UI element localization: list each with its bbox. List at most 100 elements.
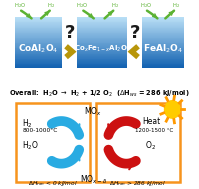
Bar — [15, 31, 62, 32]
Bar — [77, 44, 127, 45]
Bar — [142, 30, 184, 31]
Text: H$_2$O: H$_2$O — [76, 1, 89, 10]
Bar — [15, 26, 62, 27]
Bar — [15, 22, 62, 23]
Bar — [77, 26, 127, 27]
Bar — [77, 33, 127, 34]
Bar — [15, 33, 62, 34]
Bar — [142, 39, 184, 40]
Bar — [142, 52, 184, 53]
Bar — [15, 28, 62, 29]
Bar — [15, 42, 62, 43]
Bar — [77, 64, 127, 65]
Bar — [15, 45, 62, 46]
Bar — [142, 29, 184, 30]
Bar — [142, 23, 184, 24]
Bar — [142, 41, 184, 42]
Bar — [77, 18, 127, 19]
Bar — [77, 32, 127, 33]
Bar — [15, 67, 62, 68]
Bar — [142, 42, 184, 43]
Text: CoAl$_2$O$_4$: CoAl$_2$O$_4$ — [19, 42, 59, 55]
Bar — [15, 37, 62, 38]
Bar — [77, 35, 127, 36]
Bar — [15, 34, 62, 35]
Bar — [15, 24, 62, 25]
Bar — [77, 39, 127, 40]
Bar — [142, 61, 184, 62]
Bar — [77, 66, 127, 67]
FancyBboxPatch shape — [16, 103, 90, 182]
Bar — [77, 47, 127, 48]
Bar — [142, 37, 184, 38]
Bar — [77, 34, 127, 35]
Bar — [77, 19, 127, 20]
Bar — [142, 45, 184, 46]
Text: ?: ? — [129, 24, 140, 42]
Bar — [77, 56, 127, 57]
Bar — [77, 29, 127, 30]
Bar — [142, 28, 184, 29]
Text: H$_2$: H$_2$ — [172, 1, 180, 10]
Bar — [15, 46, 62, 47]
Bar — [77, 65, 127, 66]
Bar — [142, 57, 184, 58]
Bar — [77, 52, 127, 53]
Text: $\Delta$H$_{rxn}$ > 286 kJ/mol: $\Delta$H$_{rxn}$ > 286 kJ/mol — [109, 179, 166, 188]
Bar — [77, 63, 127, 64]
Bar — [77, 53, 127, 54]
Bar — [15, 60, 62, 61]
Bar — [142, 19, 184, 20]
Bar — [15, 54, 62, 55]
Bar — [15, 65, 62, 66]
Text: MO$_x$: MO$_x$ — [84, 105, 102, 118]
Bar — [15, 56, 62, 57]
Bar — [15, 25, 62, 26]
Bar — [15, 50, 62, 51]
Bar — [77, 37, 127, 38]
Bar — [142, 49, 184, 50]
Bar — [15, 58, 62, 59]
Bar — [77, 28, 127, 29]
Text: H$_2$O: H$_2$O — [140, 1, 152, 10]
Bar — [77, 51, 127, 52]
Text: H$_2$O: H$_2$O — [14, 1, 26, 10]
Bar — [142, 36, 184, 37]
Text: ?: ? — [64, 24, 75, 42]
Text: H$_2$: H$_2$ — [111, 1, 119, 10]
Bar — [77, 21, 127, 22]
Bar — [77, 38, 127, 39]
Bar — [15, 47, 62, 48]
Bar — [77, 25, 127, 26]
Bar — [77, 45, 127, 46]
Bar — [15, 17, 62, 18]
Bar — [15, 66, 62, 67]
Bar — [77, 58, 127, 59]
Text: 800-1000°C: 800-1000°C — [22, 128, 58, 133]
Bar — [15, 41, 62, 42]
Bar — [15, 57, 62, 58]
Bar — [77, 55, 127, 56]
Bar — [77, 31, 127, 32]
Bar — [142, 51, 184, 52]
Bar — [77, 57, 127, 58]
Bar — [142, 63, 184, 64]
Bar — [142, 64, 184, 65]
Bar — [142, 47, 184, 48]
Bar — [15, 52, 62, 53]
Bar — [15, 43, 62, 44]
Bar — [77, 60, 127, 61]
Bar — [77, 40, 127, 41]
Text: H$_2$: H$_2$ — [22, 117, 33, 130]
Bar — [15, 20, 62, 21]
Bar — [15, 21, 62, 22]
Bar — [77, 27, 127, 28]
Bar — [15, 19, 62, 20]
Bar — [15, 62, 62, 63]
Text: O$_2$: O$_2$ — [145, 139, 156, 152]
Bar — [15, 40, 62, 41]
Bar — [77, 30, 127, 31]
Bar — [15, 59, 62, 60]
Bar — [77, 61, 127, 62]
Bar — [142, 67, 184, 68]
